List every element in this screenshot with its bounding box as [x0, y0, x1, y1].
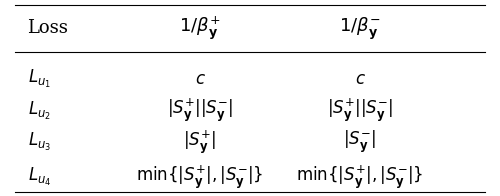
- Text: $|S_{\mathbf{y}}^{+}|$: $|S_{\mathbf{y}}^{+}|$: [184, 128, 216, 156]
- Text: $|S_{\mathbf{y}}^{+}||S_{\mathbf{y}}^{-}|$: $|S_{\mathbf{y}}^{+}||S_{\mathbf{y}}^{-}…: [327, 97, 393, 124]
- Text: $L_{u_4}$: $L_{u_4}$: [28, 166, 51, 188]
- Text: $|S_{\mathbf{y}}^{-}|$: $|S_{\mathbf{y}}^{-}|$: [344, 129, 376, 155]
- Text: Loss: Loss: [28, 19, 68, 37]
- Text: $|S_{\mathbf{y}}^{+}||S_{\mathbf{y}}^{-}|$: $|S_{\mathbf{y}}^{+}||S_{\mathbf{y}}^{-}…: [167, 97, 233, 124]
- Text: $c$: $c$: [354, 70, 366, 88]
- Text: $L_{u_2}$: $L_{u_2}$: [28, 100, 50, 122]
- Text: $L_{u_3}$: $L_{u_3}$: [28, 131, 50, 153]
- Text: $L_{u_1}$: $L_{u_1}$: [28, 68, 50, 90]
- Text: $\min\{|S_{\mathbf{y}}^{+}|,|S_{\mathbf{y}}^{-}|\}$: $\min\{|S_{\mathbf{y}}^{+}|,|S_{\mathbf{…: [296, 164, 424, 191]
- Text: $c$: $c$: [194, 70, 205, 88]
- Text: $1/\beta_{\mathbf{y}}^{+}$: $1/\beta_{\mathbf{y}}^{+}$: [179, 15, 221, 42]
- Text: $\min\{|S_{\mathbf{y}}^{+}|,|S_{\mathbf{y}}^{-}|\}$: $\min\{|S_{\mathbf{y}}^{+}|,|S_{\mathbf{…: [136, 164, 264, 191]
- Text: $1/\beta_{\mathbf{y}}^{-}$: $1/\beta_{\mathbf{y}}^{-}$: [339, 15, 381, 42]
